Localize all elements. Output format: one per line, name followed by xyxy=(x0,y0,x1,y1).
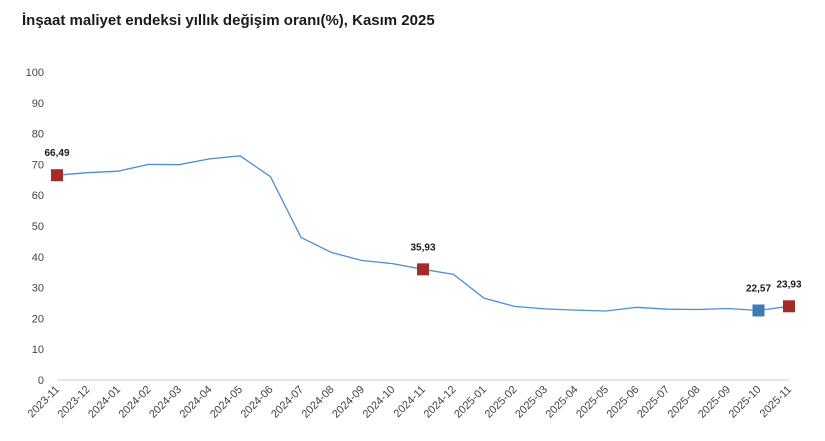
x-tick-label: 2025-05 xyxy=(574,384,611,421)
y-tick-label: 0 xyxy=(38,375,44,387)
y-tick-label: 20 xyxy=(32,313,44,325)
x-tick-label: 2024-04 xyxy=(178,384,215,421)
x-tick-label: 2024-09 xyxy=(330,384,367,421)
x-tick-label: 2024-10 xyxy=(361,384,398,421)
x-tick-label: 2025-11 xyxy=(758,384,794,420)
data-label: 22,57 xyxy=(746,283,771,294)
x-tick-label: 2024-08 xyxy=(300,384,337,421)
x-tick-label: 2025-09 xyxy=(696,384,733,421)
data-label: 66,49 xyxy=(44,148,69,159)
highlight-marker xyxy=(417,263,429,276)
y-axis: 0 10 20 30 40 50 60 70 80 90 100 xyxy=(26,67,44,387)
chart-title: İnşaat maliyet endeksi yıllık değişim or… xyxy=(22,12,435,29)
x-tick-label: 2024-07 xyxy=(269,384,306,421)
data-labels: 66,49 35,93 22,57 23,93 xyxy=(44,148,801,294)
y-tick-label: 50 xyxy=(32,221,44,233)
highlight-markers xyxy=(51,169,795,317)
x-tick-label: 2024-05 xyxy=(208,384,245,421)
y-tick-label: 80 xyxy=(32,129,44,141)
y-tick-label: 70 xyxy=(32,159,44,171)
x-tick-label: 2024-01 xyxy=(86,384,123,421)
x-axis: 2023-112023-122024-012024-022024-032024-… xyxy=(26,384,794,421)
x-tick-label: 2025-08 xyxy=(666,384,703,421)
x-tick-label: 2024-02 xyxy=(117,384,154,421)
x-tick-label: 2024-06 xyxy=(239,384,276,421)
y-tick-label: 40 xyxy=(32,252,44,264)
y-tick-label: 100 xyxy=(26,67,44,79)
x-tick-label: 2025-02 xyxy=(483,384,520,421)
y-tick-label: 10 xyxy=(32,344,44,356)
highlight-marker xyxy=(752,304,765,317)
series-line xyxy=(56,155,790,312)
x-tick-label: 2025-06 xyxy=(605,384,642,421)
x-tick-label: 2025-07 xyxy=(635,384,672,421)
x-tick-label: 2024-12 xyxy=(422,384,459,421)
highlight-marker xyxy=(51,169,63,182)
y-tick-label: 90 xyxy=(32,98,44,110)
y-tick-label: 30 xyxy=(32,283,44,295)
y-tick-label: 60 xyxy=(32,190,44,202)
x-tick-label: 2025-10 xyxy=(727,384,764,421)
x-tick-label: 2024-03 xyxy=(147,384,184,421)
x-tick-label: 2023-12 xyxy=(56,384,93,421)
x-tick-label: 2025-03 xyxy=(513,384,550,421)
x-tick-label: 2025-01 xyxy=(452,384,489,421)
data-label: 35,93 xyxy=(410,242,435,253)
highlight-marker xyxy=(783,300,795,313)
data-label: 23,93 xyxy=(776,279,801,290)
x-tick-label: 2025-04 xyxy=(544,384,581,421)
